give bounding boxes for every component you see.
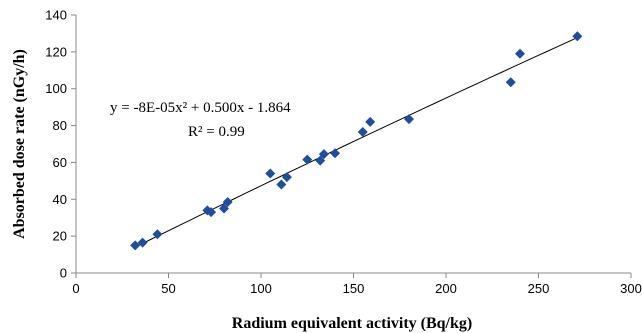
y-axis-title: Absorbed dose rate (nGy/h) (11, 49, 28, 239)
data-point (302, 154, 313, 165)
data-point (137, 237, 148, 248)
trendline-equation: y = -8E-05x² + 0.500x - 1.864 (110, 100, 291, 116)
x-tick-label: 250 (528, 281, 550, 296)
x-tick-label: 0 (72, 281, 79, 296)
y-tick-label: 140 (45, 8, 67, 23)
data-point (265, 168, 276, 179)
x-axis-title: Radium equivalent activity (Bq/kg) (232, 315, 472, 332)
y-tick-label: 0 (60, 266, 67, 281)
y-tick-label: 100 (45, 81, 67, 96)
y-tick-label: 40 (53, 192, 67, 207)
y-tick-label: 80 (53, 118, 67, 133)
data-point (404, 114, 414, 125)
data-point (357, 127, 368, 138)
data-point (505, 77, 516, 88)
data-point (276, 179, 287, 190)
trendline (133, 36, 580, 249)
data-point (572, 31, 583, 42)
x-tick-label: 50 (161, 281, 175, 296)
data-point (365, 116, 376, 127)
y-tick-label: 20 (53, 229, 67, 244)
trendline-r-squared: R² = 0.99 (188, 124, 245, 140)
data-point (515, 48, 525, 59)
x-tick-label: 150 (343, 281, 365, 296)
data-point (219, 203, 229, 214)
y-tick-label: 120 (45, 44, 67, 59)
data-point (130, 240, 141, 251)
data-point (318, 149, 329, 160)
data-point (330, 148, 340, 159)
data-point (152, 229, 163, 240)
x-tick-label: 300 (620, 281, 642, 296)
data-point (206, 207, 217, 218)
x-tick-label: 100 (250, 281, 272, 296)
y-tick-label: 60 (53, 155, 67, 170)
x-tick-label: 200 (435, 281, 457, 296)
data-point (222, 197, 233, 208)
data-point (281, 172, 292, 183)
data-point (315, 155, 326, 166)
